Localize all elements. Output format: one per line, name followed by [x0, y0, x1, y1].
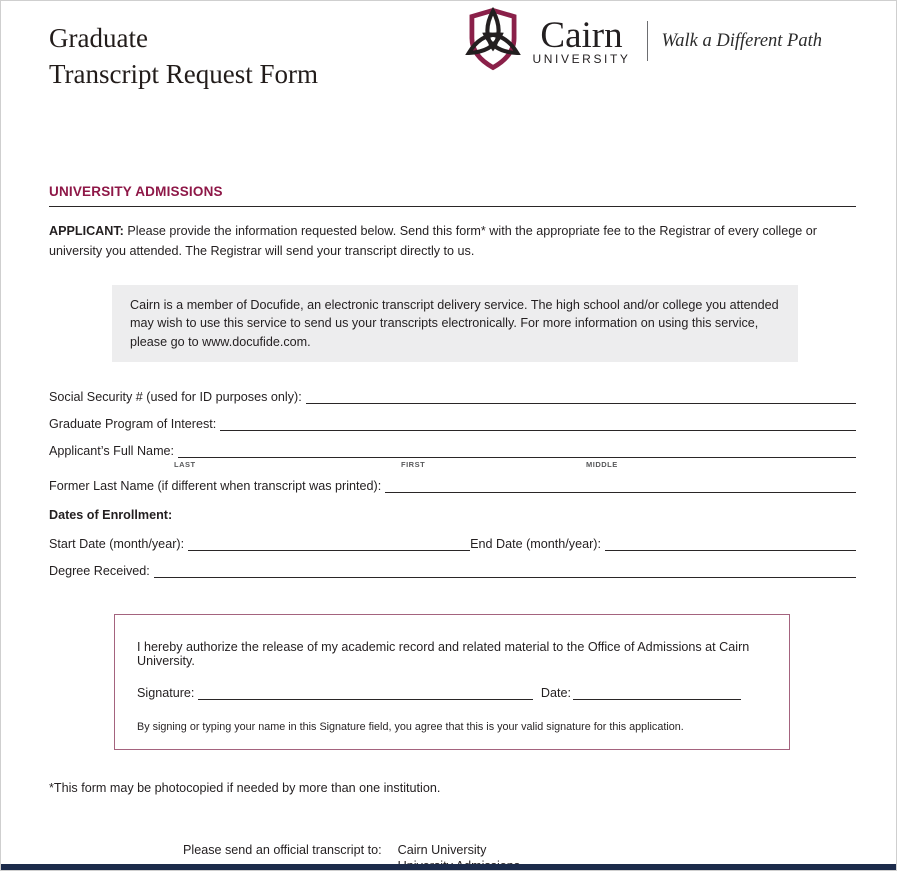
degree-label: Degree Received: [49, 563, 150, 578]
authorization-text: I hereby authorize the release of my aca… [137, 639, 750, 668]
applicant-instructions-text: Please provide the information requested… [49, 224, 817, 258]
former-name-field-row: Former Last Name (if different when tran… [49, 478, 856, 493]
section-heading-text: UNIVERSITY ADMISSIONS [49, 184, 223, 199]
logo-wordmark: Cairn UNIVERSITY [533, 17, 631, 66]
name-sublabels-row: LAST FIRST MIDDLE [49, 460, 856, 470]
full-name-label: Applicant’s Full Name: [49, 443, 175, 458]
photocopy-footnote: *This form may be photocopied if needed … [49, 780, 441, 795]
section-rule [49, 206, 856, 207]
start-date-input-line[interactable] [188, 537, 471, 551]
date-label: Date: [540, 685, 571, 700]
name-sublabel-first: FIRST [401, 459, 426, 469]
ssn-field-row: Social Security # (used for ID purposes … [49, 389, 856, 404]
logo-subname: UNIVERSITY [532, 51, 631, 66]
logo-name: Cairn [540, 14, 623, 56]
page-title-line1: Graduate [49, 23, 148, 53]
degree-input-line[interactable] [153, 564, 856, 578]
full-name-field-row: Applicant’s Full Name: [49, 443, 856, 458]
program-input-line[interactable] [220, 417, 856, 431]
form-header: Graduate Transcript Request Form [49, 1, 856, 101]
enrollment-dates-row: Start Date (month/year): End Date (month… [49, 536, 856, 551]
former-name-input-line[interactable] [385, 479, 856, 493]
start-date-label: Start Date (month/year): [49, 536, 185, 551]
applicant-label: APPLICANT: [49, 224, 124, 238]
full-name-input-line[interactable] [178, 444, 856, 458]
signature-box: I hereby authorize the release of my aca… [114, 613, 790, 750]
shield-triquetra-icon [464, 7, 521, 71]
degree-field-row: Degree Received: [49, 563, 856, 578]
name-sublabel-last: LAST [174, 459, 196, 469]
applicant-instructions: APPLICANT: Please provide the informatio… [49, 222, 849, 261]
signature-row: Signature: Date: [137, 685, 767, 700]
program-field-row: Graduate Program of Interest: [49, 416, 856, 431]
date-input-line[interactable] [573, 686, 741, 700]
page-title-line2: Transcript Request Form [49, 58, 318, 89]
end-date-label: End Date (month/year): [470, 536, 601, 551]
program-label: Graduate Program of Interest: [49, 416, 217, 431]
logo-divider [646, 21, 648, 61]
signature-input-line[interactable] [198, 686, 533, 700]
docufide-notice-text: Cairn is a member of Docufide, an electr… [130, 298, 779, 349]
end-date-input-line[interactable] [605, 537, 856, 551]
ssn-input-line[interactable] [305, 390, 856, 404]
former-name-label: Former Last Name (if different when tran… [49, 478, 382, 493]
bottom-navy-bar [1, 864, 896, 870]
ssn-label: Social Security # (used for ID purposes … [49, 389, 302, 404]
signature-label: Signature: [137, 685, 195, 700]
name-sublabel-middle: MIDDLE [586, 459, 618, 469]
address-line: Cairn University [397, 842, 487, 857]
enrollment-heading: Dates of Enrollment: [49, 507, 173, 522]
signature-disclaimer: By signing or typing your name in this S… [137, 720, 684, 733]
docufide-notice-box: Cairn is a member of Docufide, an electr… [112, 285, 798, 362]
page-title: Graduate Transcript Request Form [49, 1, 856, 92]
form-fields: Social Security # (used for ID purposes … [49, 389, 856, 578]
section-heading: UNIVERSITY ADMISSIONS [49, 183, 856, 207]
university-logo: Cairn UNIVERSITY Walk a Different Path [459, 7, 822, 75]
logo-tagline: Walk a Different Path [661, 30, 822, 51]
send-to-label: Please send an official transcript to: [183, 842, 382, 857]
